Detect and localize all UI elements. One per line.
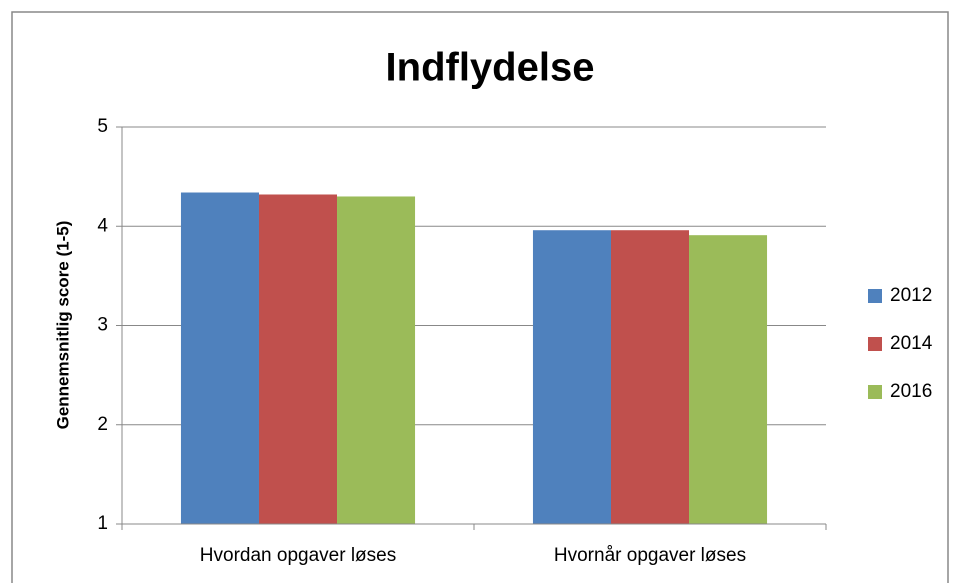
chart-title: Indflydelse (386, 46, 595, 90)
bar (689, 235, 768, 524)
y-tick-label: 3 (97, 315, 108, 336)
legend-label: 2014 (890, 333, 933, 354)
legend-swatch (868, 337, 882, 351)
x-tick-label: Hvordan opgaver løses (200, 545, 396, 566)
y-tick-label: 2 (97, 414, 108, 435)
y-tick-label: 1 (97, 513, 108, 534)
chart-border (11, 11, 949, 583)
y-tick-label: 4 (97, 215, 108, 236)
bar (180, 192, 259, 524)
legend-label: 2016 (890, 381, 932, 402)
y-tick-label: 5 (97, 116, 108, 137)
bar (258, 194, 338, 525)
legend-label: 2012 (890, 285, 932, 306)
bar (337, 196, 416, 524)
bar (532, 230, 611, 524)
x-tick-label: Hvornår opgaver løses (554, 545, 746, 566)
y-axis-label: Gennemsnitlig score (1-5) (53, 221, 72, 430)
legend-swatch (868, 385, 882, 399)
legend-swatch (868, 289, 882, 303)
bar (610, 230, 690, 524)
